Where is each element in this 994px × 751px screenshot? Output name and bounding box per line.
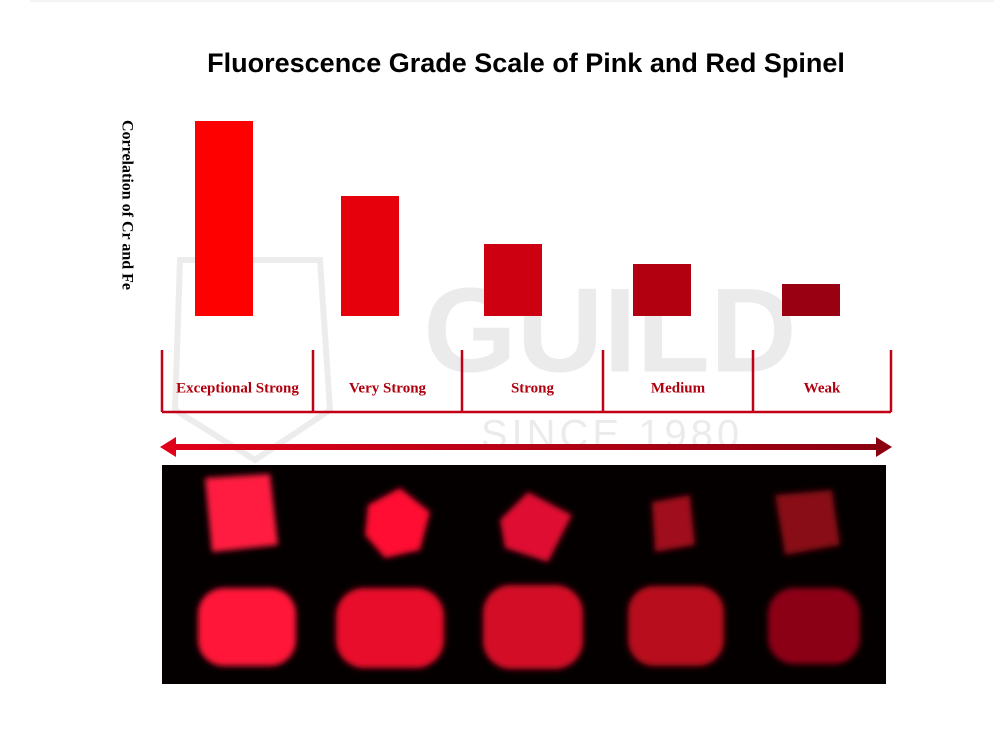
grade-label: Medium (651, 380, 706, 396)
grade-label: Strong (511, 380, 555, 396)
grade-label: Exceptional Strong (176, 380, 299, 396)
y-axis-label: Correlation of Cr and Fe (118, 120, 135, 290)
double-arrow (160, 437, 892, 457)
grade-label: Weak (804, 380, 841, 396)
scale-bracket (160, 350, 893, 414)
bar (341, 196, 399, 316)
bar (633, 264, 691, 316)
grade-label: Very Strong (349, 380, 427, 396)
gem-photo (162, 465, 886, 684)
bar (484, 244, 542, 316)
bar (782, 284, 840, 316)
watermark-text: GUILD (423, 264, 796, 398)
chart-title: Fluorescence Grade Scale of Pink and Red… (207, 48, 845, 78)
bar (195, 121, 253, 316)
